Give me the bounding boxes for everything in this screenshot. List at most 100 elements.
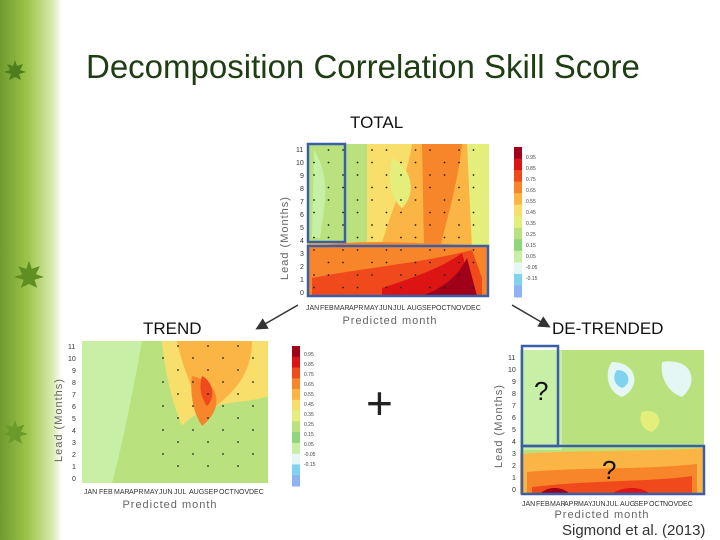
significance-dot xyxy=(414,149,417,151)
significance-dot xyxy=(472,149,475,151)
significance-dot xyxy=(252,405,254,407)
svg-text:0.75: 0.75 xyxy=(304,372,314,378)
significance-dot xyxy=(458,274,460,276)
citation: Sigmond et al. (2013) xyxy=(562,522,706,539)
significance-dot xyxy=(443,161,446,164)
svg-text:APR: APR xyxy=(349,305,363,312)
significance-dot xyxy=(429,211,431,214)
colorbar-swatch xyxy=(514,204,522,217)
svg-text:AUG: AUG xyxy=(620,501,635,508)
svg-text:JAN: JAN xyxy=(306,305,319,312)
significance-dot xyxy=(414,236,417,239)
svg-text:9: 9 xyxy=(300,173,304,180)
significance-dot xyxy=(371,149,373,151)
significance-dot xyxy=(162,357,164,359)
significance-dot xyxy=(472,286,475,289)
total-panel-label: TOTAL xyxy=(350,113,404,132)
svg-text:NOV: NOV xyxy=(663,501,679,508)
significance-dot xyxy=(222,381,224,383)
svg-text:JAN: JAN xyxy=(522,501,535,508)
significance-dot xyxy=(400,161,402,164)
significance-dot xyxy=(237,417,239,419)
svg-text:0.75: 0.75 xyxy=(526,177,536,183)
significance-dot xyxy=(400,274,402,276)
significance-dot xyxy=(342,286,344,289)
significance-dot xyxy=(327,186,330,189)
svg-text:APR: APR xyxy=(564,501,578,508)
svg-text:JUL: JUL xyxy=(174,489,187,496)
significance-dot xyxy=(192,381,194,383)
significance-dot xyxy=(162,381,164,383)
significance-dot xyxy=(222,357,224,359)
significance-dot xyxy=(414,161,417,164)
svg-text:9: 9 xyxy=(512,379,516,386)
trend-month-ticks: JAN FEB MAR APR MAY JUN JUL AUG SEP OCT … xyxy=(84,489,264,496)
maple-leaf-icon xyxy=(2,420,28,444)
significance-dot xyxy=(237,393,239,395)
svg-text:0: 0 xyxy=(300,290,304,297)
significance-dot xyxy=(342,224,344,226)
colorbar-swatch xyxy=(292,421,300,433)
svg-text:0.65: 0.65 xyxy=(304,382,314,388)
significance-dot xyxy=(356,199,359,201)
svg-text:9: 9 xyxy=(72,368,76,375)
svg-text:AUG: AUG xyxy=(407,305,422,312)
svg-text:0.95: 0.95 xyxy=(304,352,314,358)
significance-dot xyxy=(371,261,373,264)
significance-dot xyxy=(356,174,359,176)
svg-text:JAN: JAN xyxy=(84,489,97,496)
svg-text:10: 10 xyxy=(296,160,304,167)
svg-text:11: 11 xyxy=(296,147,303,154)
significance-dot xyxy=(342,174,344,176)
colorbar-swatch xyxy=(514,273,522,286)
significance-dot xyxy=(443,274,446,276)
svg-text:0.45: 0.45 xyxy=(526,210,536,216)
significance-dot xyxy=(327,199,330,201)
svg-text:SEP: SEP xyxy=(204,489,218,496)
significance-dot xyxy=(400,199,402,201)
svg-text:0.45: 0.45 xyxy=(304,402,314,408)
significance-dot xyxy=(207,417,209,419)
maple-leaf-icon xyxy=(4,60,26,80)
significance-dot xyxy=(414,274,417,276)
detrended-contour-plot: Lead (Months) 0 1 2 3 4 5 6 7 8 9 10 11 … xyxy=(493,344,706,520)
significance-dot xyxy=(207,393,209,395)
colorbar-swatch xyxy=(514,285,522,298)
total-month-ticks: JAN FEB MAR APR MAY JUN JUL AUG SEP OCT … xyxy=(306,305,481,312)
significance-dot xyxy=(177,345,179,347)
svg-text:0.35: 0.35 xyxy=(526,221,536,227)
significance-dot xyxy=(222,405,224,407)
significance-dot xyxy=(313,236,315,239)
total-ylabel: Lead (Months) xyxy=(279,196,291,280)
svg-text:0.65: 0.65 xyxy=(526,188,536,194)
significance-dot xyxy=(400,286,402,289)
detrended-month-ticks: JAN FEB MAR APR MAY JUN JUL AUG SEP OCT … xyxy=(522,501,693,508)
svg-text:7: 7 xyxy=(72,392,76,399)
significance-dot xyxy=(385,261,388,264)
trend-ylabel: Lead (Months) xyxy=(53,378,65,462)
total-contour-plot: Lead (Months) 0 1 2 3 4 5 6 7 8 9 10 11 … xyxy=(279,142,490,327)
significance-dot xyxy=(472,186,475,189)
svg-text:0: 0 xyxy=(72,476,76,483)
significance-dot xyxy=(222,429,224,431)
detrended-xlabel: Predicted month xyxy=(554,509,649,520)
significance-dot xyxy=(327,224,330,226)
significance-dot xyxy=(342,211,344,214)
arrow-to-trend xyxy=(255,304,299,330)
plus-sign: + xyxy=(366,377,393,429)
colorbar-swatch xyxy=(514,216,522,229)
significance-dot xyxy=(429,249,431,251)
significance-dot xyxy=(207,345,209,347)
svg-text:11: 11 xyxy=(508,355,515,362)
svg-text:0.05: 0.05 xyxy=(304,442,314,448)
svg-text:6: 6 xyxy=(300,212,304,219)
svg-text:AUG: AUG xyxy=(189,489,204,496)
significance-dot xyxy=(356,211,359,214)
colorbar-swatch xyxy=(292,399,300,412)
significance-dot xyxy=(414,199,417,201)
significance-dot xyxy=(443,211,446,214)
svg-text:OCT: OCT xyxy=(436,305,452,312)
svg-text:6: 6 xyxy=(512,415,516,422)
trend-xlabel: Predicted month xyxy=(122,499,217,511)
